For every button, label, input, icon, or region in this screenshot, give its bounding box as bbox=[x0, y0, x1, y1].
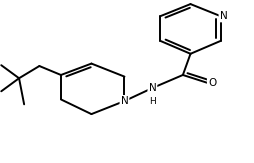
Text: N: N bbox=[149, 83, 156, 93]
Text: N: N bbox=[220, 11, 227, 21]
Text: H: H bbox=[149, 96, 156, 106]
Text: N: N bbox=[121, 96, 128, 106]
Text: O: O bbox=[208, 78, 216, 88]
